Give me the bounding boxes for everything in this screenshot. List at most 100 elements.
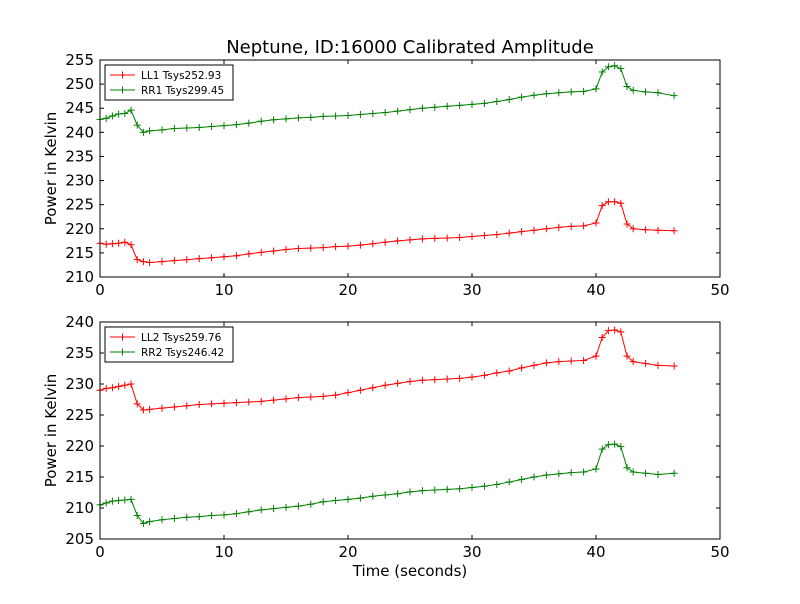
- data-point-marker: [617, 65, 625, 73]
- data-point-marker: [670, 227, 678, 235]
- data-point-marker: [146, 405, 154, 413]
- data-point-marker: [139, 406, 147, 414]
- data-point-marker: [195, 400, 203, 408]
- data-point-marker: [611, 62, 619, 70]
- data-point-marker: [592, 352, 600, 360]
- data-point-marker: [505, 229, 513, 237]
- legend-label: LL2 Tsys259.76: [141, 332, 222, 344]
- data-point-marker: [670, 469, 678, 477]
- data-point-marker: [332, 243, 340, 251]
- data-point-marker: [530, 91, 538, 99]
- legend-label: RR1 Tsys299.45: [141, 85, 224, 97]
- data-point-marker: [139, 128, 147, 136]
- data-point-marker: [319, 244, 327, 252]
- data-point-marker: [418, 235, 426, 243]
- data-point-marker: [431, 234, 439, 242]
- data-point-marker: [121, 110, 129, 118]
- data-point-marker: [158, 126, 166, 134]
- data-point-marker: [307, 244, 315, 252]
- data-point-marker: [530, 226, 538, 234]
- data-point-marker: [443, 375, 451, 383]
- x-tick-label: 10: [214, 543, 233, 561]
- data-point-marker: [456, 101, 464, 109]
- data-point-marker: [468, 373, 476, 381]
- data-point-marker: [102, 384, 110, 392]
- data-point-marker: [108, 240, 116, 248]
- data-point-marker: [611, 326, 619, 334]
- data-point-marker: [617, 199, 625, 207]
- data-point-marker: [580, 87, 588, 95]
- data-point-marker: [208, 400, 216, 408]
- y-tick-label: 245: [65, 99, 94, 117]
- data-point-marker: [480, 371, 488, 379]
- data-point-marker: [232, 121, 240, 129]
- data-point-marker: [493, 231, 501, 239]
- data-point-marker: [195, 513, 203, 521]
- data-point-marker: [121, 238, 129, 246]
- x-tick-label: 50: [710, 281, 729, 299]
- legend-marker: [119, 86, 126, 94]
- data-point-marker: [406, 106, 414, 114]
- data-point-marker: [654, 89, 662, 97]
- data-point-marker: [170, 124, 178, 132]
- y-tick-label: 220: [65, 220, 94, 238]
- data-point-marker: [654, 361, 662, 369]
- data-point-marker: [127, 380, 135, 388]
- data-point-marker: [642, 226, 650, 234]
- data-point-marker: [530, 473, 538, 481]
- data-point-marker: [617, 443, 625, 451]
- legend-marker: [119, 348, 126, 356]
- data-point-marker: [468, 484, 476, 492]
- data-point-marker: [530, 361, 538, 369]
- data-point-marker: [183, 256, 191, 264]
- data-point-marker: [319, 498, 327, 506]
- data-point-marker: [394, 379, 402, 387]
- data-point-marker: [294, 245, 302, 253]
- data-point-marker: [580, 468, 588, 476]
- data-point-marker: [183, 513, 191, 521]
- data-point-marker: [319, 392, 327, 400]
- x-tick-label: 10: [214, 281, 233, 299]
- data-point-marker: [518, 475, 526, 483]
- data-point-marker: [127, 495, 135, 503]
- data-point-marker: [294, 394, 302, 402]
- x-tick-label: 30: [462, 543, 481, 561]
- data-point-marker: [604, 63, 612, 71]
- data-point-marker: [232, 399, 240, 407]
- data-point-marker: [406, 488, 414, 496]
- legend-label: LL1 Tsys252.93: [141, 70, 221, 82]
- data-point-marker: [369, 240, 377, 248]
- data-point-marker: [604, 327, 612, 335]
- data-point-marker: [493, 480, 501, 488]
- data-point-marker: [642, 88, 650, 96]
- subplot-2: 0 10 20 30 40 50 205 210 215 220 225 230 235 240 Power…: [42, 313, 730, 580]
- x-tick-label: 0: [95, 543, 105, 561]
- legend-box: [104, 326, 234, 363]
- data-point-marker: [170, 403, 178, 411]
- data-point-marker: [344, 242, 352, 250]
- data-point-marker: [344, 111, 352, 119]
- data-point-marker: [146, 127, 154, 135]
- data-point-marker: [604, 198, 612, 206]
- data-point-marker: [146, 259, 154, 267]
- y-axis-label: Power in Kelvin: [42, 374, 60, 488]
- y-tick-label: 255: [65, 51, 94, 69]
- data-point-marker: [456, 374, 464, 382]
- data-point-marker: [598, 445, 606, 453]
- data-point-marker: [443, 234, 451, 242]
- data-point-marker: [604, 441, 612, 449]
- y-axis-label: Power in Kelvin: [42, 112, 60, 226]
- data-point-marker: [381, 109, 389, 117]
- data-point-marker: [307, 500, 315, 508]
- data-point-marker: [654, 471, 662, 479]
- data-point-marker: [394, 107, 402, 115]
- data-point-marker: [170, 257, 178, 265]
- data-point-marker: [542, 225, 550, 233]
- data-point-marker: [115, 239, 123, 247]
- data-point-marker: [245, 119, 253, 127]
- data-point-marker: [158, 516, 166, 524]
- y-tick-label: 225: [65, 196, 94, 214]
- data-point-marker: [567, 357, 575, 365]
- data-point-marker: [611, 198, 619, 206]
